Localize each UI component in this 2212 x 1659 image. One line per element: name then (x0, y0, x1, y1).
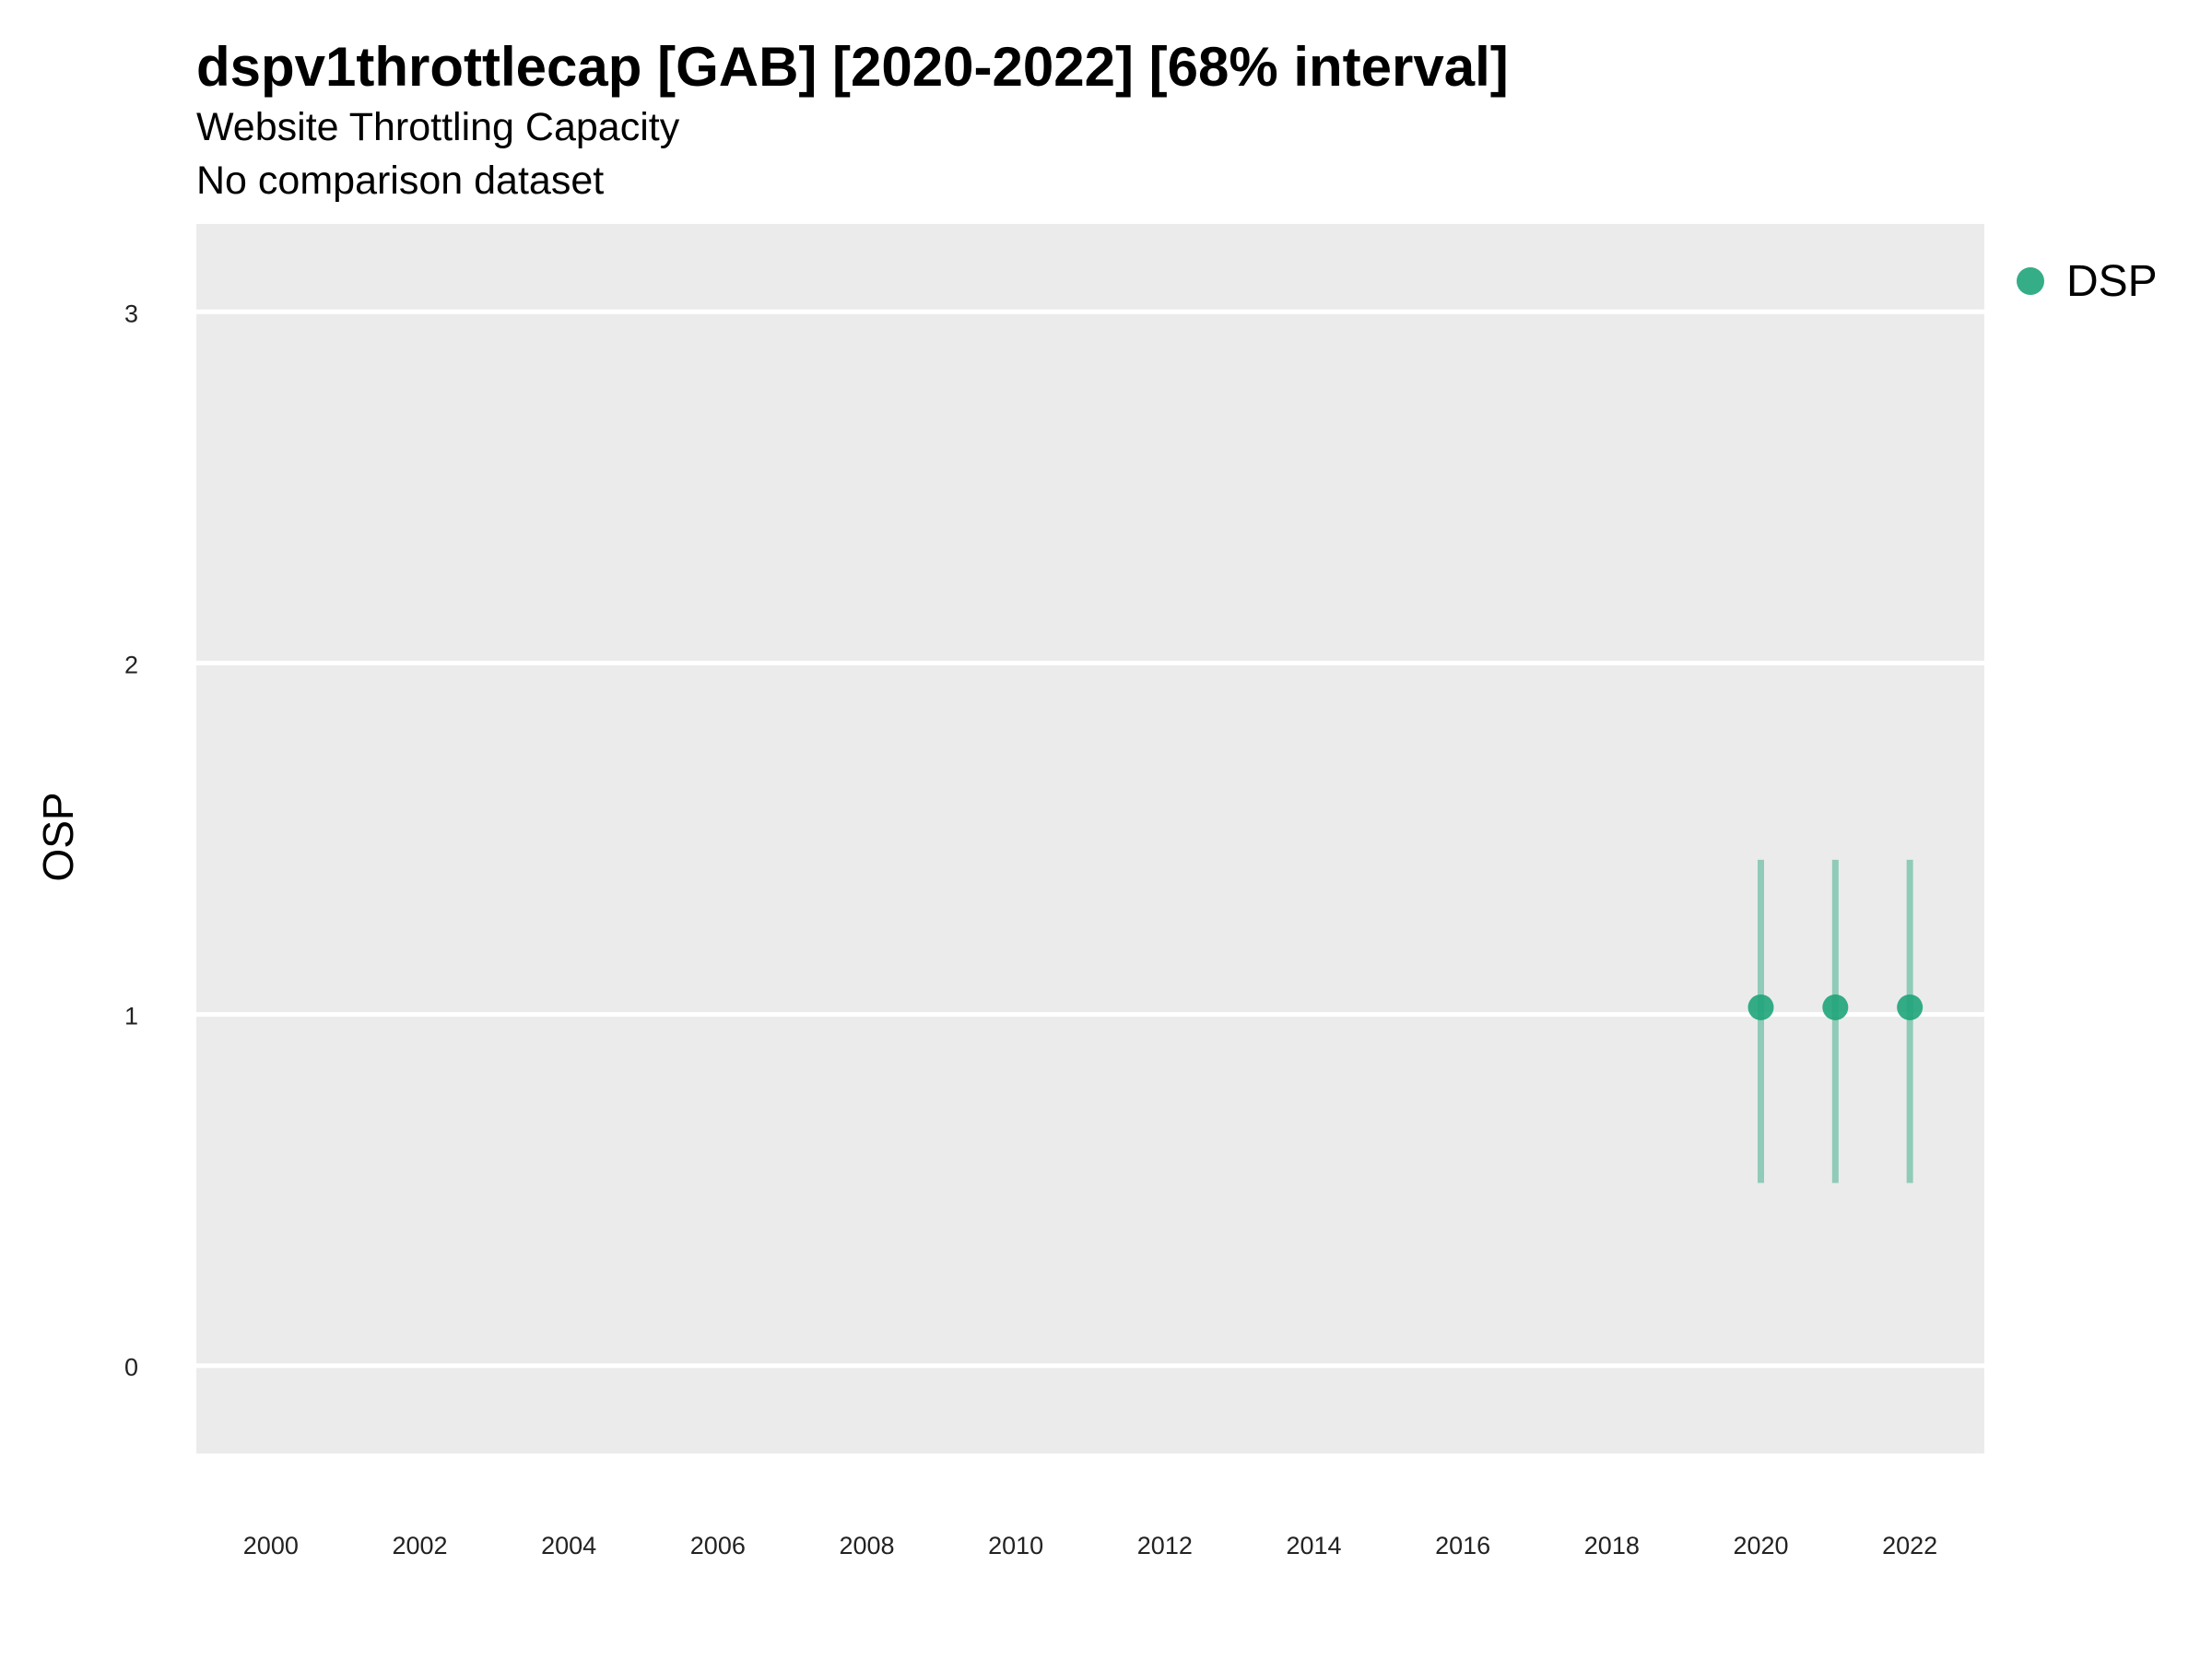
y-axis-title-wrap: OSP (23, 792, 92, 881)
x-tick-label: 2008 (839, 1532, 894, 1559)
chart-subtitle-comparison: No comparison dataset (196, 159, 605, 203)
legend-label-dsp: DSP (2066, 256, 2158, 306)
x-tick-label: 2006 (690, 1532, 746, 1559)
y-axis-title: OSP (33, 791, 82, 882)
y-tick-label: 2 (124, 651, 138, 678)
x-tick-label: 2020 (1733, 1532, 1788, 1559)
data-point (1747, 994, 1774, 1020)
series-dsp (1747, 859, 1924, 1183)
x-tick-label: 2004 (541, 1532, 596, 1559)
x-tick-label: 2014 (1286, 1532, 1341, 1559)
legend: DSP (2017, 249, 2158, 313)
plot-panel (196, 224, 1984, 1453)
legend-key-dsp (2017, 267, 2044, 295)
x-tick-label: 2002 (392, 1532, 447, 1559)
x-tick-label: 2018 (1584, 1532, 1640, 1559)
y-tick-label: 1 (124, 1003, 138, 1030)
y-tick-label: 0 (124, 1354, 138, 1382)
x-tick-label: 2010 (988, 1532, 1043, 1559)
x-tick-label: 2012 (1137, 1532, 1193, 1559)
x-tick-labels: 2000 2002 2004 2006 2008 2010 2012 2014 2016 2018… (243, 1532, 1937, 1559)
x-tick-label: 2000 (243, 1532, 299, 1559)
y-tick-label: 3 (124, 300, 138, 327)
data-point (1822, 994, 1849, 1020)
data-point (1897, 994, 1924, 1020)
x-tick-label: 2022 (1882, 1532, 1937, 1559)
data-series (1747, 859, 1924, 1183)
y-tick-labels: 0 1 2 3 (124, 300, 138, 1381)
y-gridlines (196, 309, 1984, 1369)
x-tick-label: 2016 (1435, 1532, 1490, 1559)
chart-title: dspv1throttlecap [GAB] [2020-2022] [68% … (196, 36, 1509, 98)
chart-subtitle: Website Throttling Capacity (196, 105, 680, 149)
